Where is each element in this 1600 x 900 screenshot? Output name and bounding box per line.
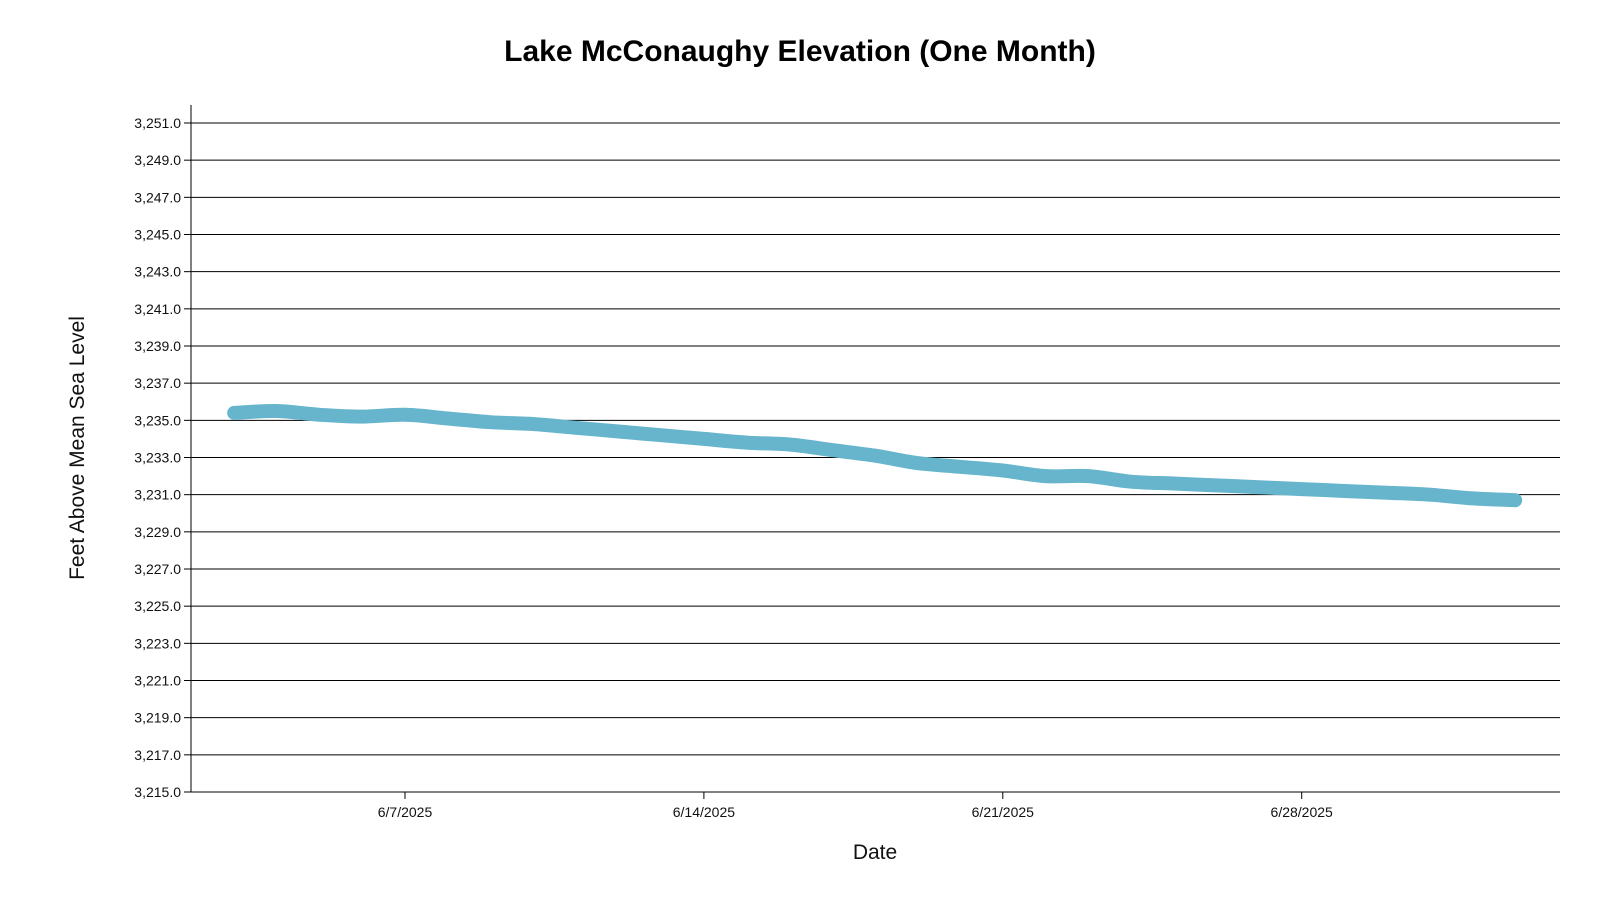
data-point	[1128, 479, 1133, 484]
data-point	[1214, 483, 1219, 488]
data-point	[744, 440, 749, 445]
y-tick-label: 3,227.0	[134, 561, 181, 577]
y-axis: 3,251.0 3,249.0 3,247.0 3,245.0 3,243.0 3,241…	[134, 105, 192, 800]
data-point	[1043, 474, 1048, 479]
data-point	[232, 410, 237, 415]
data-point	[1000, 468, 1005, 473]
data-point	[445, 416, 450, 421]
y-tick-label: 3,235.0	[134, 412, 181, 428]
y-tick-label: 3,249.0	[134, 152, 181, 168]
x-axis-title: Date	[853, 841, 897, 864]
data-point	[1257, 485, 1261, 490]
data-point	[872, 453, 877, 458]
data-point	[317, 412, 322, 417]
y-tick-label: 3,215.0	[134, 784, 181, 800]
chart-title: Lake McConaughy Elevation (One Month)	[504, 35, 1096, 68]
data-point	[1086, 474, 1091, 479]
data-point	[830, 448, 834, 453]
x-axis: 6/7/2025 6/14/2025 6/21/2025 6/28/2025	[191, 791, 1560, 820]
data-point	[915, 461, 920, 466]
data-point	[787, 442, 792, 447]
y-axis-title: Feet Above Mean Sea Level	[66, 316, 89, 580]
x-tick-label: 6/7/2025	[378, 804, 433, 820]
y-tick-label: 3,225.0	[134, 598, 181, 614]
data-point	[488, 420, 493, 425]
data-point	[573, 425, 578, 430]
data-point	[1470, 496, 1475, 501]
y-tick-label: 3,233.0	[134, 450, 181, 466]
y-tick-label: 3,217.0	[134, 747, 181, 763]
y-tick-label: 3,251.0	[134, 115, 181, 131]
y-tick-label: 3,239.0	[134, 338, 181, 354]
y-tick-label: 3,229.0	[134, 524, 181, 540]
y-tick-label: 3,245.0	[134, 227, 181, 243]
data-point	[701, 436, 706, 441]
data-point	[1171, 481, 1176, 486]
data-point	[1385, 490, 1390, 495]
data-point	[958, 464, 963, 469]
data-point	[360, 414, 365, 419]
y-tick-label: 3,241.0	[134, 301, 181, 317]
y-tick-label: 3,219.0	[134, 710, 181, 726]
data-point	[1513, 498, 1518, 503]
data-point	[1299, 487, 1304, 492]
y-tick-label: 3,231.0	[134, 487, 181, 503]
gridlines	[191, 122, 1560, 793]
data-point	[659, 433, 664, 438]
x-tick-label: 6/14/2025	[673, 804, 735, 820]
data-point	[1427, 492, 1432, 497]
data-point	[1342, 488, 1347, 493]
data-point	[531, 422, 536, 427]
series-layer	[227, 403, 1523, 508]
y-tick-label: 3,221.0	[134, 673, 181, 689]
y-tick-label: 3,237.0	[134, 375, 181, 391]
x-tick-label: 6/21/2025	[972, 804, 1034, 820]
y-tick-label: 3,247.0	[134, 189, 181, 205]
y-tick-label: 3,243.0	[134, 264, 181, 280]
data-point	[616, 429, 621, 434]
y-tick-label: 3,223.0	[134, 635, 181, 651]
data-point	[274, 409, 279, 414]
data-point	[403, 412, 407, 417]
x-tick-label: 6/28/2025	[1271, 804, 1333, 820]
